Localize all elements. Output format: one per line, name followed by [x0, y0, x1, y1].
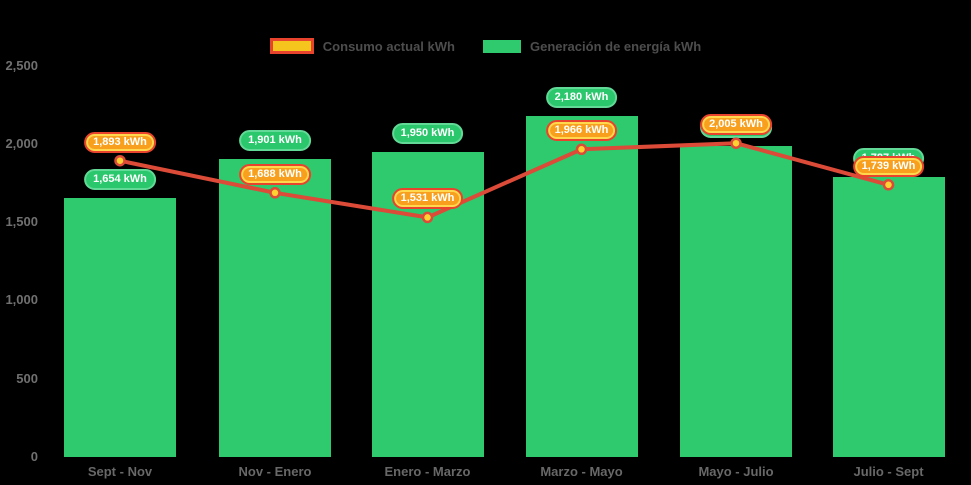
consumo-swatch-icon [269, 38, 314, 54]
line-point-marker[interactable] [730, 137, 742, 149]
x-axis-label: Nov - Enero [238, 464, 312, 479]
bar-generacion[interactable] [64, 198, 176, 457]
line-value-pill: 1,966 kWh [545, 120, 618, 142]
line-value-pill: 2,005 kWh [700, 114, 772, 136]
bar-generacion[interactable] [832, 177, 945, 457]
consumo-line-path [119, 141, 890, 220]
y-axis-tick-label: 0 [30, 449, 38, 464]
generacion-swatch-icon [482, 39, 521, 53]
bar-value-pill: 1,901 kWh [239, 130, 311, 152]
bar-generacion[interactable] [680, 145, 792, 457]
legend-item-consumo[interactable]: Consumo actual kWh [269, 38, 455, 54]
x-axis-label: Enero - Marzo [384, 464, 471, 479]
x-axis-label: Sept - Nov [87, 464, 153, 479]
line-value-pill: 1,893 kWh [84, 131, 156, 153]
line-point-marker[interactable] [575, 143, 588, 156]
line-point-marker[interactable] [421, 211, 434, 224]
line-point-marker[interactable] [114, 154, 126, 167]
x-axis-label: Julio - Sept [853, 464, 924, 479]
bar-value-pill: 2,180 kWh [545, 86, 618, 108]
bar-value-pill: 1,654 kWh [84, 169, 156, 191]
line-point-marker[interactable] [882, 179, 895, 191]
legend-label-generacion: Generación de energía kWh [529, 38, 702, 54]
line-value-pill: 1,531 kWh [391, 188, 464, 210]
line-point-marker[interactable] [269, 187, 281, 199]
bar-value-pill: 1,950 kWh [391, 122, 464, 144]
x-axis-label: Marzo - Mayo [540, 464, 623, 479]
y-axis-tick-label: 500 [16, 370, 38, 386]
y-axis-tick-label: 1,500 [5, 214, 38, 230]
line-value-pill: 1,688 kWh [239, 163, 311, 185]
bar-generacion[interactable] [525, 115, 638, 457]
chart-legend: Consumo actual kWh Generación de energía… [0, 38, 971, 54]
line-value-pill: 1,739 kWh [852, 155, 925, 177]
y-axis-tick-label: 2,000 [5, 135, 38, 151]
legend-item-generacion[interactable]: Generación de energía kWh [482, 38, 702, 54]
bar-generacion[interactable] [219, 159, 331, 457]
y-axis-tick-label: 2,500 [5, 57, 38, 73]
y-axis-tick-label: 1,000 [5, 292, 38, 308]
legend-label-consumo: Consumo actual kWh [322, 38, 455, 54]
x-axis-label: Mayo - Julio [698, 464, 774, 479]
